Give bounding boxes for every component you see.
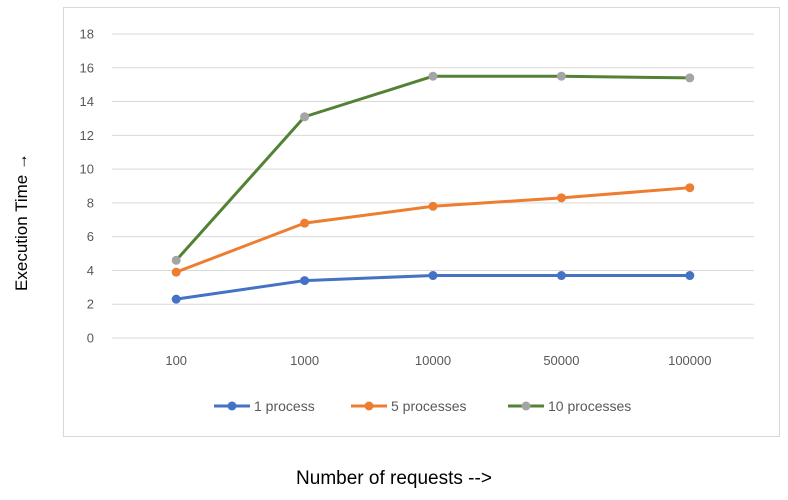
data-point: [428, 71, 438, 81]
data-point: [171, 267, 181, 277]
data-point: [685, 183, 695, 193]
series-line-3: [174, 74, 692, 262]
y-tick-label: 4: [87, 263, 94, 278]
chart-area: 0 2 4 6 8 10 12 14 16 18 100 1000 10000 50000 100000 …: [63, 7, 780, 437]
legend-swatch-marker: [227, 401, 237, 411]
x-tick-label: 100: [165, 353, 187, 368]
x-tick-label: 100000: [668, 353, 711, 368]
y-tick-label: 6: [87, 229, 94, 244]
y-tick-label: 2: [87, 297, 94, 312]
x-axis-ticks: 100 1000 10000 50000 100000: [165, 353, 711, 368]
y-tick-label: 14: [80, 94, 94, 109]
y-tick-label: 8: [87, 195, 94, 210]
x-tick-label: 10000: [415, 353, 451, 368]
legend-swatch-marker: [364, 401, 374, 411]
legend-label: 1 process: [254, 398, 315, 414]
legend-label: 5 processes: [391, 398, 466, 414]
data-point: [300, 218, 310, 228]
legend: 1 process 5 processes 10 processes: [214, 398, 631, 414]
y-tick-label: 0: [87, 331, 94, 346]
x-tick-label: 1000: [290, 353, 319, 368]
data-point: [685, 73, 695, 83]
data-point: [171, 255, 181, 265]
x-axis-title: Number of requests -->: [296, 468, 492, 489]
y-tick-label: 18: [80, 27, 94, 42]
data-point: [556, 271, 566, 281]
data-point: [428, 201, 438, 211]
y-axis-ticks: 0 2 4 6 8 10 12 14 16 18: [80, 27, 94, 346]
data-point: [300, 112, 310, 122]
data-point: [556, 71, 566, 81]
series-lines: [171, 71, 695, 304]
legend-label: 10 processes: [548, 398, 631, 414]
data-point: [685, 271, 695, 281]
y-tick-label: 16: [80, 60, 94, 75]
data-point: [556, 193, 566, 203]
y-tick-label: 10: [80, 162, 94, 177]
x-tick-label: 50000: [543, 353, 579, 368]
data-point: [300, 276, 310, 286]
data-point: [171, 294, 181, 304]
y-tick-label: 12: [80, 128, 94, 143]
series-line-2: [174, 186, 692, 274]
data-point: [428, 271, 438, 281]
y-axis-title: Execution Time →: [12, 153, 31, 291]
legend-swatch-marker: [521, 401, 531, 411]
